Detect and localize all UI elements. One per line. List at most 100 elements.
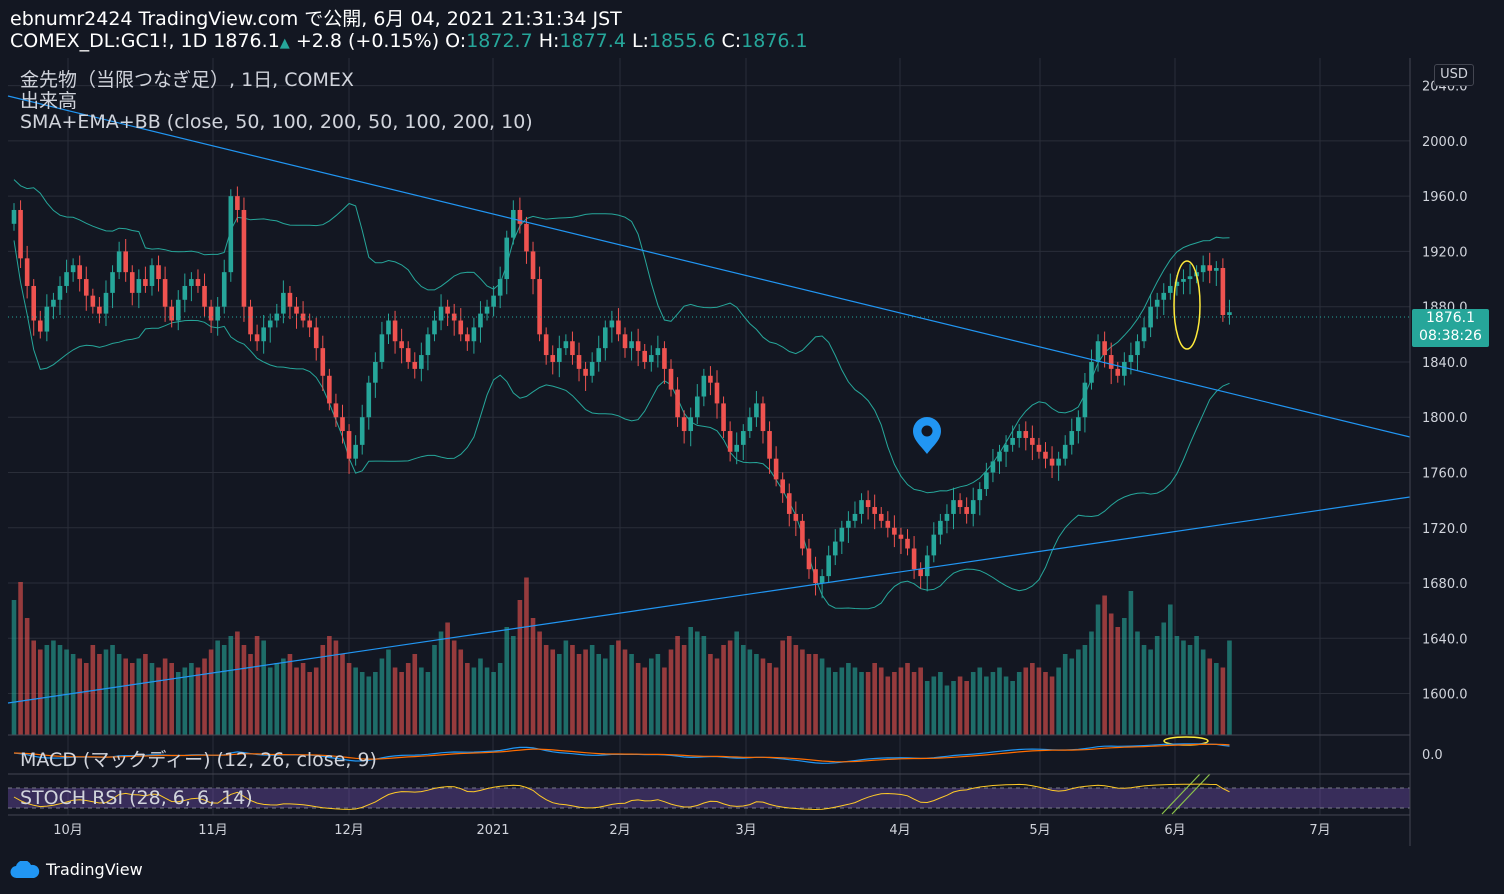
volume-bar — [977, 667, 983, 735]
volume-bar — [445, 622, 450, 735]
price-axis[interactable]: 2040.02000.01960.01920.01880.01840.01800… — [1422, 80, 1468, 703]
candle-body — [359, 417, 365, 445]
volume-bar — [83, 663, 89, 735]
candle-body — [44, 306, 50, 332]
candle-body — [103, 292, 109, 314]
volume-bar — [31, 640, 37, 735]
volume-bar — [622, 649, 628, 735]
upper-trendline[interactable] — [7, 95, 1411, 438]
volume-bar — [1141, 645, 1147, 735]
candle-body — [366, 382, 372, 418]
candle-body — [708, 375, 713, 383]
volume-bar — [313, 667, 319, 735]
candle-body — [1115, 368, 1121, 376]
candle-body — [1220, 268, 1226, 315]
volume-bar — [18, 582, 23, 735]
volume-bar — [451, 640, 457, 735]
candle-body — [1102, 341, 1107, 356]
volume-bar — [189, 663, 194, 735]
volume-bar — [1161, 622, 1167, 735]
stoch-band — [8, 788, 1410, 808]
candle-body — [589, 361, 595, 376]
volume-bar — [169, 663, 174, 735]
volume-bar — [708, 654, 713, 735]
volume-bar — [694, 631, 700, 735]
volume-bar — [1082, 645, 1088, 735]
volume-bar — [1003, 676, 1009, 735]
candle-body — [642, 350, 648, 362]
close-label: C: — [721, 30, 742, 52]
volume-bar — [182, 667, 188, 735]
candle-body — [629, 341, 634, 349]
lower-trendline[interactable] — [7, 496, 1411, 704]
candle-body — [24, 258, 30, 286]
candle-body — [839, 527, 845, 542]
time-tick-label: 2月 — [609, 823, 630, 838]
volume-bar — [550, 649, 556, 735]
candle-body — [550, 355, 556, 362]
candle-body — [1168, 285, 1173, 293]
candle-body — [786, 493, 792, 514]
candle-body — [846, 520, 851, 528]
volume-bar — [727, 640, 733, 735]
currency-button[interactable]: USD — [1434, 64, 1474, 86]
candle-body — [800, 520, 805, 549]
volume-bar — [458, 649, 464, 735]
volume-bar — [373, 672, 378, 735]
volume-bar — [839, 667, 845, 735]
volume-bar — [110, 645, 115, 735]
bb-lower — [13, 240, 1230, 610]
volume-bar — [701, 636, 707, 735]
volume-bar — [951, 681, 956, 735]
stoch-annotation-line-1[interactable] — [1161, 773, 1201, 815]
candle-body — [346, 431, 352, 459]
candle-body — [129, 272, 135, 293]
candle-body — [136, 279, 142, 293]
candle-body — [182, 285, 188, 300]
candle-body — [64, 272, 69, 286]
volume-bar — [721, 645, 726, 735]
volume-bar — [603, 658, 608, 735]
candle-body — [826, 555, 831, 577]
volume-bar — [1128, 591, 1134, 735]
volume-bar — [465, 663, 470, 735]
candle-body — [399, 341, 404, 349]
price-tick-label: 1600.0 — [1422, 688, 1468, 703]
volume-bar — [254, 636, 260, 735]
candle-body — [1141, 327, 1147, 342]
candle-body — [313, 327, 319, 349]
location-marker-icon[interactable] — [913, 417, 941, 454]
volume-bar — [1010, 681, 1015, 735]
volume-bar — [484, 667, 490, 735]
volume-bar — [425, 672, 431, 735]
volume-bar — [1187, 645, 1193, 735]
candle-body — [511, 209, 516, 238]
time-axis[interactable]: 10月 11月 12月 2021 2月 3月 4月 5月 6月 7月 — [53, 823, 1330, 838]
candle-body — [603, 327, 608, 349]
volume-bar — [767, 663, 772, 735]
candle-body — [451, 313, 457, 321]
highlight-ellipse[interactable] — [1173, 260, 1201, 350]
candle-body — [228, 196, 234, 273]
candle-body — [622, 334, 628, 349]
volume-bar — [800, 649, 805, 735]
candle-body — [1003, 444, 1009, 452]
stoch-line — [13, 783, 1230, 811]
candle-body — [116, 251, 122, 273]
tradingview-logo[interactable]: TradingView — [10, 860, 143, 879]
volume-bar — [1089, 631, 1094, 735]
volume-bar — [412, 654, 418, 735]
candle-body — [878, 513, 884, 521]
price-tag-value: 1876.1 — [1426, 310, 1475, 326]
volume-bar — [648, 658, 654, 735]
stoch-annotation-line-2[interactable] — [1171, 773, 1211, 815]
volume-bar — [557, 654, 562, 735]
volume-bar — [570, 645, 575, 735]
volume-bar — [859, 672, 864, 735]
candle-body — [31, 285, 37, 321]
candle-body — [1161, 292, 1167, 300]
candle-body — [405, 348, 411, 362]
volume-bar — [662, 667, 667, 735]
candle-body — [1181, 279, 1186, 282]
